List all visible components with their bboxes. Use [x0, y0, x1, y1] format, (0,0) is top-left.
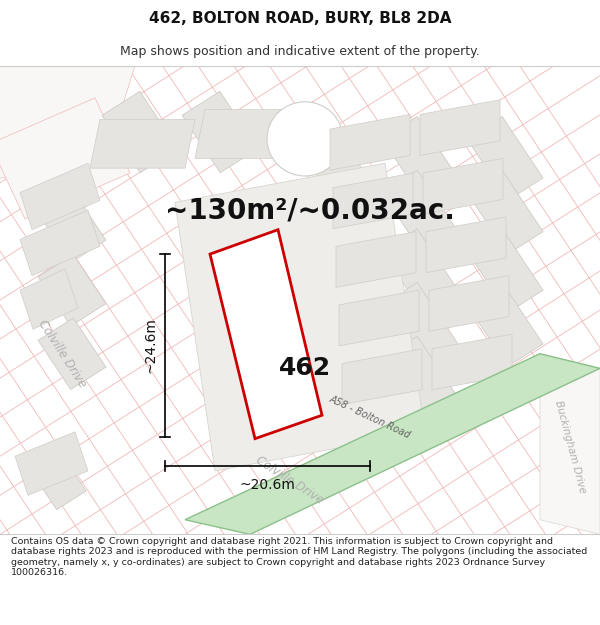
Polygon shape — [20, 269, 78, 329]
Polygon shape — [20, 210, 100, 276]
Text: Buckingham Drive: Buckingham Drive — [553, 399, 587, 494]
Polygon shape — [185, 354, 600, 534]
Polygon shape — [426, 217, 506, 272]
Polygon shape — [333, 173, 413, 229]
Polygon shape — [330, 114, 410, 170]
Polygon shape — [15, 432, 88, 495]
Polygon shape — [20, 163, 100, 229]
Text: ~20.6m: ~20.6m — [239, 478, 295, 492]
Polygon shape — [302, 131, 378, 215]
Polygon shape — [102, 91, 178, 172]
Text: Contains OS data © Crown copyright and database right 2021. This information is : Contains OS data © Crown copyright and d… — [11, 537, 587, 578]
Polygon shape — [90, 119, 195, 168]
Polygon shape — [342, 349, 422, 404]
Circle shape — [267, 102, 343, 176]
Polygon shape — [432, 334, 512, 390]
Polygon shape — [540, 354, 600, 534]
Polygon shape — [182, 91, 258, 172]
Polygon shape — [38, 318, 106, 389]
Polygon shape — [420, 100, 500, 156]
Polygon shape — [302, 185, 378, 269]
Polygon shape — [382, 336, 458, 420]
Polygon shape — [423, 158, 503, 214]
Polygon shape — [38, 191, 106, 262]
Polygon shape — [195, 109, 295, 158]
Text: ~130m²/~0.032ac.: ~130m²/~0.032ac. — [165, 196, 455, 224]
Text: 462, BOLTON ROAD, BURY, BL8 2DA: 462, BOLTON ROAD, BURY, BL8 2DA — [149, 11, 451, 26]
Polygon shape — [336, 232, 416, 288]
Text: Colville Drive: Colville Drive — [35, 318, 89, 390]
Polygon shape — [0, 66, 135, 178]
Polygon shape — [0, 98, 130, 219]
Polygon shape — [429, 276, 509, 331]
Polygon shape — [382, 170, 458, 254]
Text: 462: 462 — [279, 356, 331, 381]
Polygon shape — [467, 282, 543, 366]
Polygon shape — [382, 282, 458, 366]
Polygon shape — [24, 442, 86, 509]
Polygon shape — [302, 346, 378, 430]
Polygon shape — [175, 163, 425, 471]
Polygon shape — [339, 290, 419, 346]
Polygon shape — [210, 229, 322, 439]
Polygon shape — [467, 170, 543, 254]
Polygon shape — [467, 116, 543, 200]
Text: Map shows position and indicative extent of the property.: Map shows position and indicative extent… — [120, 45, 480, 58]
Text: A58 - Bolton Road: A58 - Bolton Road — [328, 394, 412, 441]
Text: Colville Drive: Colville Drive — [254, 454, 326, 508]
Polygon shape — [467, 229, 543, 312]
Text: ~24.6m: ~24.6m — [143, 318, 157, 373]
Polygon shape — [38, 254, 106, 326]
Polygon shape — [302, 292, 378, 376]
Polygon shape — [302, 239, 378, 322]
Polygon shape — [382, 229, 458, 312]
Polygon shape — [382, 116, 458, 200]
